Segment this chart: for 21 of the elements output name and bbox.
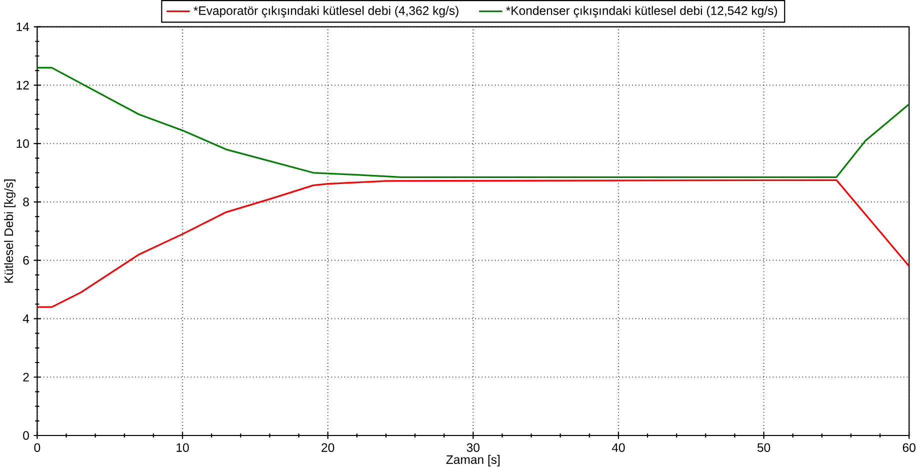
line-series (37, 179, 910, 308)
line-series (37, 66, 910, 178)
x-tick-label: 10 (176, 443, 189, 452)
y-axis-title: Kütlesel Debi [kg/s] (4, 179, 16, 282)
legend-label: *Evaporatör çıkışındaki kütlesel debi (4,362 kg/s) (194, 6, 458, 18)
legend-label: *Kondenser çıkışındaki kütlesel debi (12,542 kg/s) (506, 6, 778, 18)
x-tick-label: 0 (34, 443, 40, 452)
x-axis-title: Zaman [s] (446, 454, 500, 466)
x-tick-label: 60 (902, 443, 916, 452)
y-tick-label: 8 (23, 197, 29, 206)
x-tick-label: 30 (466, 443, 480, 452)
y-tick-label: 10 (16, 139, 29, 148)
x-tick-label: 40 (612, 443, 625, 452)
y-tick-label: 2 (23, 372, 29, 382)
x-tick-label: 20 (322, 443, 334, 452)
y-tick-label: 0 (23, 430, 29, 440)
y-tick-label: 6 (23, 256, 29, 264)
y-tick-label: 14 (16, 22, 30, 31)
y-tick-label: 4 (22, 314, 30, 323)
x-tick-label: 50 (757, 443, 770, 452)
y-tick-label: 12 (16, 80, 29, 90)
